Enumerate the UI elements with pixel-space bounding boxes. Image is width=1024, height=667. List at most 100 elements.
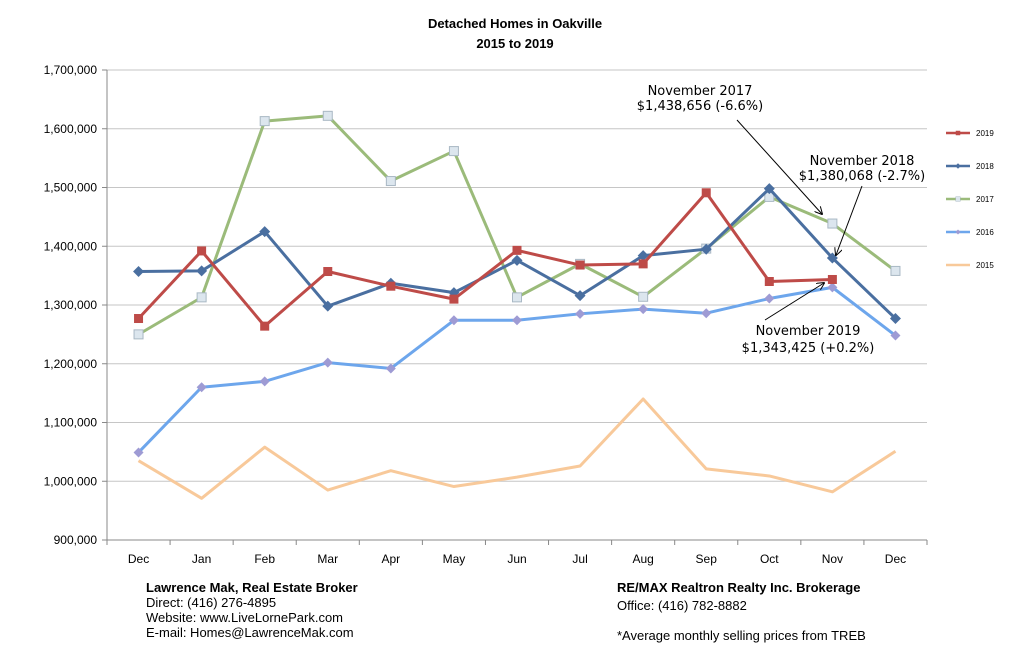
x-tick-label: Oct	[760, 552, 779, 566]
brokerage-name: RE/MAX Realtron Realty Inc. Brokerage	[617, 580, 861, 595]
data-point-2019	[386, 281, 396, 291]
data-point-2018	[322, 300, 334, 312]
gridlines	[107, 69, 927, 541]
data-point-2018	[637, 250, 649, 262]
series-2016	[133, 282, 901, 458]
data-point-2017	[638, 291, 649, 302]
data-point-2017	[322, 110, 333, 121]
data-point-2016	[385, 363, 396, 374]
y-tick-label: 1,400,000	[44, 239, 98, 253]
legend-label-2016: 2016	[976, 228, 994, 237]
annotation-nov-2018-arrow	[836, 185, 863, 255]
x-tick-label: Jun	[507, 552, 526, 566]
legend-label-2015: 2015	[976, 261, 994, 270]
data-point-2017	[827, 218, 838, 229]
y-tick-label: 1,000,000	[44, 474, 98, 488]
annotations: November 2017 $1,438,656 (-6.6%) Novembe…	[637, 84, 925, 356]
series-2015	[137, 397, 897, 500]
data-point-2018	[133, 266, 145, 278]
y-tick-label: 1,600,000	[44, 122, 98, 136]
y-axis: 900,000 1,000,000 1,100,000 1,200,000 1,300,…	[44, 63, 108, 547]
annotation-nov-2017-value: $1,438,656 (-6.6%)	[637, 99, 763, 114]
data-point-2017	[385, 176, 396, 187]
series-2018	[133, 183, 901, 325]
data-point-2016	[322, 357, 333, 368]
chart-subtitle: 2015 to 2019	[476, 36, 553, 51]
data-point-2018	[574, 290, 586, 302]
data-point-2016	[890, 330, 901, 341]
series-line-2015	[137, 397, 897, 500]
annotation-nov-2018-title: November 2018	[810, 154, 915, 169]
series-group	[133, 110, 901, 500]
data-point-2016	[701, 308, 712, 319]
data-point-2016	[512, 315, 522, 326]
annotation-nov-2019-arrow	[764, 283, 824, 321]
data-point-2019	[260, 321, 270, 331]
data-point-2019	[701, 188, 711, 198]
data-point-2019	[575, 260, 585, 270]
data-point-2016	[448, 315, 459, 326]
data-source-note: *Average monthly selling prices from TRE…	[617, 628, 866, 643]
x-tick-label: Dec	[128, 552, 149, 566]
data-point-2019	[134, 314, 144, 324]
chart-title: Detached Homes in Oakville	[428, 16, 602, 31]
data-point-2019	[323, 267, 333, 277]
data-point-2019	[827, 274, 837, 284]
data-point-2017	[259, 116, 270, 127]
legend-label-2018: 2018	[976, 162, 994, 171]
data-point-2019	[638, 259, 648, 269]
data-point-2019	[512, 245, 522, 255]
data-point-2016	[827, 282, 838, 293]
data-point-2018	[700, 243, 712, 255]
data-point-2017	[890, 265, 901, 276]
data-point-2016	[259, 376, 270, 387]
data-point-2016	[764, 293, 775, 304]
series-line-2019	[137, 191, 833, 328]
y-tick-label: 1,300,000	[44, 298, 98, 312]
data-point-2016	[575, 308, 586, 319]
data-point-2016	[133, 447, 144, 458]
data-point-2019	[449, 294, 459, 304]
data-point-2019	[764, 277, 774, 286]
annotation-nov-2019-title: November 2019	[756, 324, 861, 339]
series-2019	[134, 188, 837, 331]
annotation-nov-2017-arrow	[736, 119, 822, 214]
x-tick-label: Sep	[696, 552, 718, 566]
data-point-2019	[197, 246, 207, 256]
broker-direct-phone: Direct: (416) 276-4895	[146, 595, 277, 610]
x-tick-label: Jan	[192, 552, 211, 566]
annotation-nov-2017-title: November 2017	[648, 84, 753, 99]
x-tick-label: Aug	[632, 552, 653, 566]
x-tick-label: Apr	[382, 552, 401, 566]
annotation-nov-2018-value: $1,380,068 (-2.7%)	[799, 169, 925, 184]
brokerage-info: RE/MAX Realtron Realty Inc. Brokerage Of…	[617, 580, 866, 643]
data-point-2016	[638, 304, 649, 315]
y-tick-label: 1,700,000	[44, 63, 98, 77]
x-tick-label: May	[443, 552, 466, 566]
data-point-2018	[889, 313, 901, 325]
data-point-2017	[196, 292, 207, 303]
legend-label-2017: 2017	[976, 195, 994, 204]
annotation-nov-2019-value: $1,343,425 (+0.2%)	[742, 341, 875, 356]
legend-label-2019: 2019	[976, 129, 994, 138]
broker-website: Website: www.LiveLornePark.com	[146, 610, 344, 625]
legend-marker-2019	[955, 130, 961, 136]
data-point-2017	[512, 292, 522, 303]
broker-email: E-mail: Homes@LawrenceMak.com	[146, 625, 354, 640]
x-axis: Dec Jan Feb Mar Apr May Jun Jul Aug Sep Oct Nov Dec	[106, 539, 928, 566]
x-tick-label: Nov	[822, 552, 843, 566]
legend-marker-2016	[955, 229, 961, 235]
broker-name: Lawrence Mak, Real Estate Broker	[146, 580, 358, 595]
broker-contact: Lawrence Mak, Real Estate Broker Direct:…	[146, 580, 358, 640]
data-point-2017	[133, 329, 144, 340]
legend: 2019 2018 2017 2016 2015	[946, 129, 994, 270]
data-point-2018	[196, 265, 208, 277]
x-tick-label: Mar	[317, 552, 338, 566]
y-tick-label: 1,100,000	[44, 416, 98, 430]
legend-marker-2017	[955, 196, 961, 202]
x-tick-label: Feb	[254, 552, 275, 566]
data-point-2016	[196, 382, 207, 393]
legend-marker-2018	[955, 163, 961, 169]
data-point-2018	[763, 183, 775, 195]
